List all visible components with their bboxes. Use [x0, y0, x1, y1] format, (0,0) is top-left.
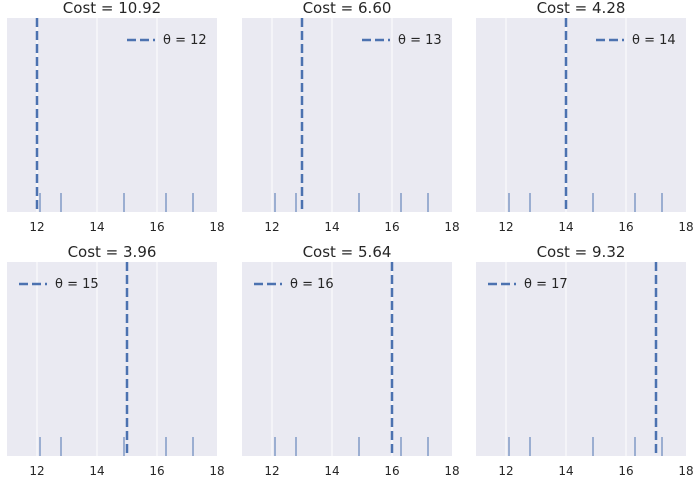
- x-tick-label: 12: [498, 464, 513, 478]
- subplot-title: Cost = 6.60: [303, 0, 392, 17]
- plot-area: [7, 18, 217, 212]
- x-tick-label: 16: [149, 464, 164, 478]
- x-tick-label: 16: [618, 220, 633, 234]
- x-tick-label: 12: [264, 220, 279, 234]
- x-tick-label: 14: [89, 464, 104, 478]
- subplot-3: Cost = 4.28 12 14 16 18 θ = 14: [476, 0, 694, 234]
- x-tick-label: 16: [618, 464, 633, 478]
- legend-label: θ = 12: [163, 33, 207, 48]
- plot-area: [476, 18, 686, 212]
- x-tick-label: 14: [558, 464, 573, 478]
- x-tick-label: 18: [444, 220, 459, 234]
- x-tick-label: 18: [678, 220, 693, 234]
- x-tick-label: 14: [558, 220, 573, 234]
- subplot-title: Cost = 4.28: [537, 0, 626, 17]
- x-tick-label: 12: [29, 220, 44, 234]
- x-tick-label: 12: [498, 220, 513, 234]
- legend-label: θ = 16: [290, 277, 334, 292]
- x-tick-label: 18: [209, 464, 224, 478]
- x-tick-label: 14: [324, 220, 339, 234]
- x-tick-label: 16: [384, 220, 399, 234]
- plot-area: [476, 262, 686, 456]
- plot-area: [242, 262, 452, 456]
- legend-label: θ = 17: [524, 277, 568, 292]
- x-tick-label: 12: [29, 464, 44, 478]
- subplot-1: Cost = 10.92 12 14 16 18 θ = 12: [7, 0, 225, 234]
- x-tick-label: 18: [209, 220, 224, 234]
- x-tick-label: 16: [384, 464, 399, 478]
- x-tick-label: 16: [149, 220, 164, 234]
- subplot-title: Cost = 3.96: [68, 243, 157, 261]
- legend-label: θ = 15: [55, 277, 99, 292]
- subplot-2: Cost = 6.60 12 14 16 18 θ = 13: [242, 0, 460, 234]
- x-tick-label: 18: [678, 464, 693, 478]
- plot-area: [242, 18, 452, 212]
- x-tick-label: 18: [444, 464, 459, 478]
- x-tick-label: 14: [324, 464, 339, 478]
- legend-label: θ = 13: [398, 33, 442, 48]
- plot-area: [7, 262, 217, 456]
- subplot-6: Cost = 9.32 12 14 16 18 θ = 17: [476, 243, 694, 478]
- subplot-title: Cost = 9.32: [537, 243, 626, 261]
- x-tick-label: 12: [264, 464, 279, 478]
- subplot-4: Cost = 3.96 12 14 16 18 θ = 15: [7, 243, 225, 478]
- subplot-title: Cost = 10.92: [63, 0, 161, 17]
- legend-label: θ = 14: [632, 33, 676, 48]
- x-tick-label: 14: [89, 220, 104, 234]
- subplot-title: Cost = 5.64: [303, 243, 392, 261]
- subplot-5: Cost = 5.64 12 14 16 18 θ = 16: [242, 243, 460, 478]
